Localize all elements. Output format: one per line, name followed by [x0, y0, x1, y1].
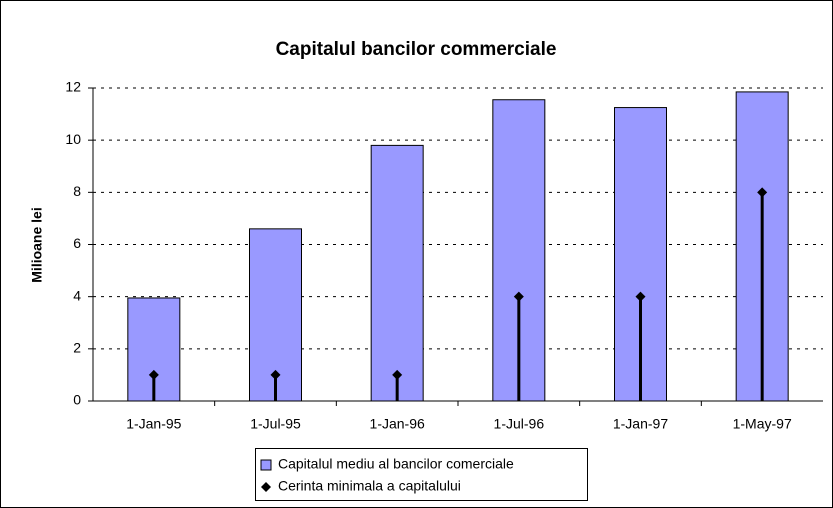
marker — [757, 187, 768, 198]
x-tick-label: 1-May-97 — [733, 416, 792, 432]
x-tick-label: 1-Jul-96 — [494, 416, 545, 432]
x-tick-label: 1-Jul-95 — [250, 416, 301, 432]
x-tick-label: 1-Jan-95 — [126, 416, 181, 432]
y-tick-label: 8 — [73, 183, 81, 199]
bar — [370, 144, 424, 402]
y-tick-label: 6 — [73, 235, 81, 251]
x-tick-label: 1-Jan-97 — [613, 416, 668, 432]
y-tick-label: 12 — [65, 79, 81, 95]
marker — [148, 369, 159, 380]
legend-label: Capitalul mediu al bancilor comerciale — [278, 456, 514, 472]
marker — [270, 369, 281, 380]
legend-label: Cerinta minimala a capitalului — [278, 478, 461, 494]
marker — [635, 291, 646, 302]
marker — [392, 369, 403, 380]
legend-swatch — [260, 459, 272, 471]
y-tick-label: 2 — [73, 340, 81, 356]
chart-title: Capitalul bancilor commerciale — [276, 39, 557, 60]
y-axis-label: Milioane lei — [29, 207, 45, 282]
legend-swatch — [261, 482, 271, 492]
y-tick-label: 4 — [73, 287, 81, 303]
marker — [513, 291, 524, 302]
y-tick-label: 10 — [65, 131, 81, 147]
y-tick-label: 0 — [73, 392, 81, 408]
legend-box — [255, 448, 588, 501]
x-tick-label: 1-Jan-96 — [370, 416, 425, 432]
